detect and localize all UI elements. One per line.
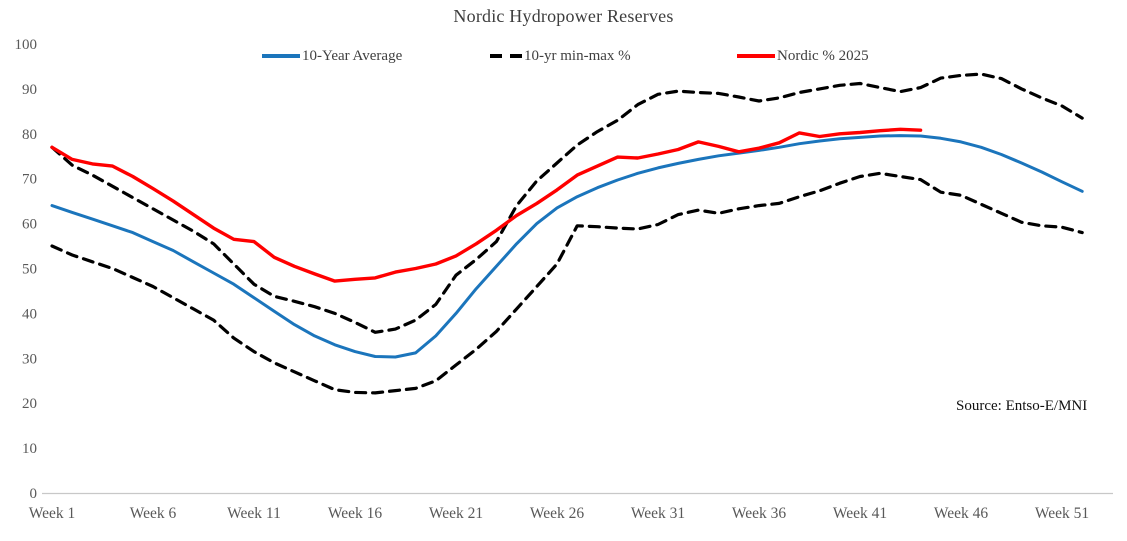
source-note: Source: Entso-E/MNI <box>956 398 1088 414</box>
y-axis-tick-label: 70 <box>22 172 37 188</box>
y-axis-tick-label: 40 <box>22 306 37 322</box>
x-axis-tick-label: Week 41 <box>833 505 887 522</box>
y-axis-tick-label: 60 <box>22 217 37 233</box>
legend-swatch-dashed-line <box>490 54 522 58</box>
legend-label: 10-Year Average <box>302 47 403 64</box>
y-axis-tick-label: 50 <box>22 262 37 278</box>
legend-swatch-red-line <box>737 54 775 58</box>
legend-swatch-blue-line <box>262 54 300 58</box>
series-line-min <box>50 171 1084 395</box>
legend-label: 10-yr min-max % <box>524 47 631 64</box>
legend-item-nordic-2025: Nordic % 2025 <box>737 48 869 64</box>
x-axis-tick-label: Week 51 <box>1035 505 1089 522</box>
x-axis-tick-label: Week 21 <box>429 505 483 522</box>
x-axis-tick-label: Week 36 <box>732 505 787 522</box>
series-line-max <box>50 72 1084 334</box>
y-axis-tick-label: 100 <box>15 37 38 53</box>
legend-item-10-year-average: 10-Year Average <box>262 48 402 64</box>
y-axis-tick-label: 10 <box>22 441 37 457</box>
y-axis-tick-label: 80 <box>22 127 37 143</box>
x-axis-tick-label: Week 31 <box>631 505 685 522</box>
series-line-avg <box>50 134 1084 359</box>
series-line-nordic2025 <box>50 127 923 283</box>
chart-title: Nordic Hydropower Reserves <box>453 6 674 26</box>
x-axis-tick-label: Week 11 <box>227 505 281 522</box>
legend-label: Nordic % 2025 <box>777 47 869 64</box>
legend-item-10yr-min-max: 10-yr min-max % <box>490 48 631 64</box>
x-axis-tick-label: Week 16 <box>328 505 383 522</box>
x-axis-tick-label: Week 46 <box>934 505 989 522</box>
x-axis-tick-label: Week 1 <box>29 505 76 522</box>
y-axis-tick-label: 30 <box>22 351 37 367</box>
x-axis-tick-label: Week 6 <box>130 505 177 522</box>
x-axis-tick-label: Week 26 <box>530 505 585 522</box>
y-axis-tick-label: 20 <box>22 396 37 412</box>
y-axis-tick-label: 90 <box>22 82 37 98</box>
y-axis-tick-label: 0 <box>30 486 38 502</box>
